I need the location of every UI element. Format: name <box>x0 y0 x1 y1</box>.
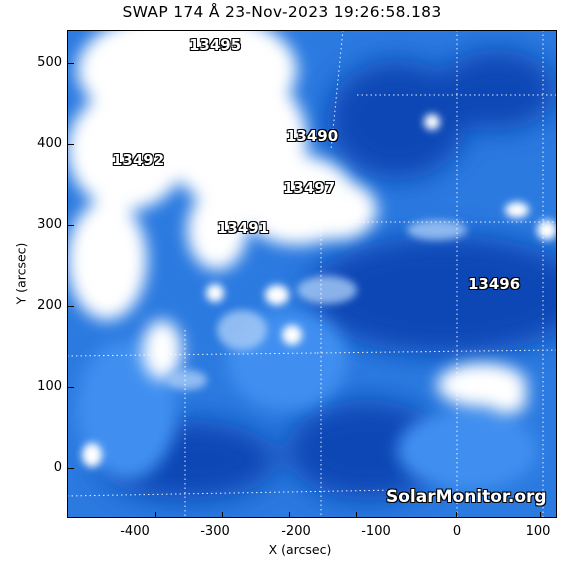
x-tickmark <box>222 512 223 518</box>
y-tickmark <box>68 306 74 307</box>
region-label-13492: 13492 <box>112 151 165 169</box>
y-axis-label: Y (arcsec) <box>13 242 29 305</box>
x-tick-label: 0 <box>452 524 462 539</box>
x-tickmark <box>289 512 290 518</box>
y-tickmark <box>68 225 74 226</box>
region-label-13491: 13491 <box>217 219 270 237</box>
y-tick-label: 100 <box>37 379 62 394</box>
region-label-13497: 13497 <box>283 179 336 197</box>
y-tick-label: 400 <box>37 136 62 151</box>
watermark: SolarMonitor.org <box>386 487 547 507</box>
x-tick-label: -400 <box>120 524 150 539</box>
y-tick-label: 0 <box>53 460 62 475</box>
y-tick-label: 200 <box>37 298 62 313</box>
region-label-13495: 13495 <box>189 36 242 54</box>
y-tick-label: 500 <box>37 55 62 70</box>
solar-image <box>67 30 557 518</box>
y-tickmark <box>68 63 74 64</box>
region-label-13496: 13496 <box>468 275 521 293</box>
x-axis-label: X (arcsec) <box>268 542 332 557</box>
x-tickmark <box>155 512 156 518</box>
x-tickmark <box>540 512 541 518</box>
x-tick-label: -100 <box>361 524 391 539</box>
page-title: SWAP 174 Å 23-Nov-2023 19:26:58.183 <box>122 3 442 21</box>
y-tickmark <box>68 468 74 469</box>
x-tick-label: -300 <box>200 524 230 539</box>
y-tickmark <box>68 387 74 388</box>
solar-image-svg <box>67 30 557 518</box>
region-label-13490: 13490 <box>286 127 339 145</box>
y-tick-label: 300 <box>37 217 62 232</box>
x-tick-label: 100 <box>525 524 551 539</box>
y-tickmark <box>68 144 74 145</box>
x-tickmark <box>356 512 357 518</box>
x-tickmark <box>456 512 457 518</box>
x-tick-label: -200 <box>281 524 311 539</box>
